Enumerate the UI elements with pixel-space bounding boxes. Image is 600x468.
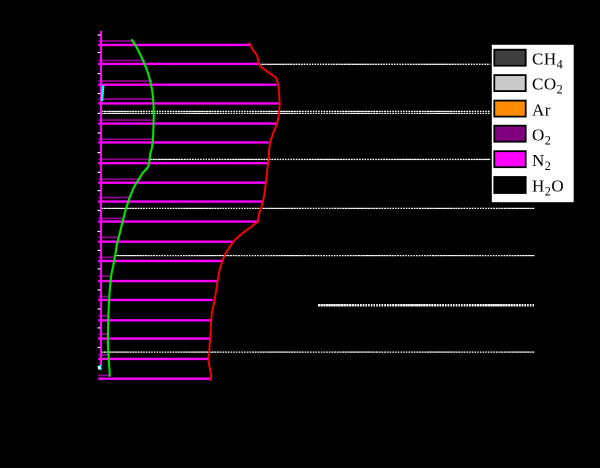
svg-text:Ar: Ar: [532, 101, 551, 120]
svg-text:CH4: CH4: [532, 49, 563, 71]
svg-text:H2O: H2O: [532, 177, 564, 199]
svg-text:CO2: CO2: [532, 75, 563, 97]
